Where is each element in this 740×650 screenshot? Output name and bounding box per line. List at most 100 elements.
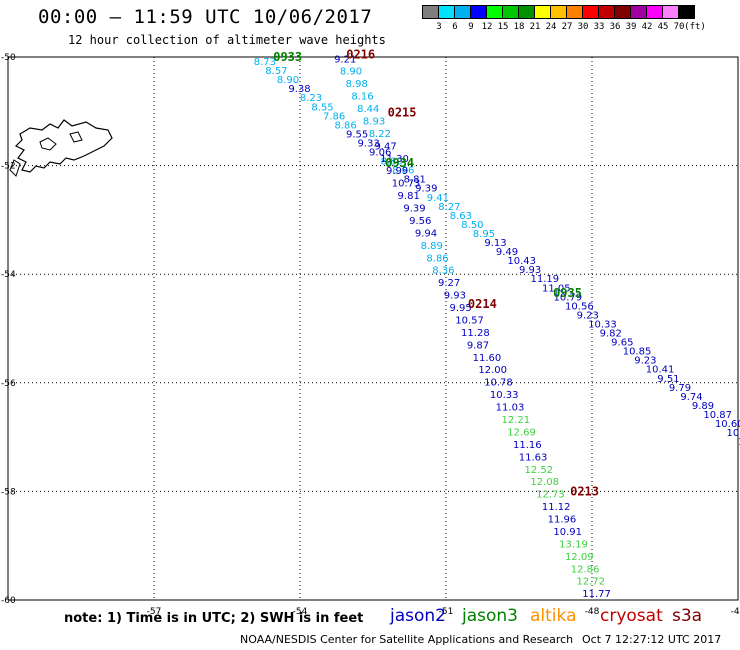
color-scale-bar bbox=[422, 5, 695, 19]
wave-height-value: 8.98 bbox=[346, 79, 368, 90]
wave-height-value: 11.96 bbox=[548, 515, 577, 526]
wave-height-value: 10.41 bbox=[646, 365, 675, 376]
wave-height-value: 11.30 bbox=[380, 154, 409, 165]
longitude-tick-label: -48 bbox=[585, 607, 600, 617]
wave-height-value: 9.81 bbox=[398, 191, 420, 202]
color-scale-label: 27 bbox=[561, 22, 573, 32]
credit-text: NOAA/NESDIS Center for Satellite Applica… bbox=[240, 633, 574, 646]
wave-height-value: 8.22 bbox=[369, 129, 391, 140]
wave-height-value: 9.79 bbox=[669, 383, 691, 394]
wave-height-value: 10.7 bbox=[738, 437, 740, 448]
island-outline bbox=[69, 131, 83, 143]
legend-jason2: jason2 bbox=[390, 606, 446, 626]
wave-height-value: 8.95 bbox=[473, 229, 495, 240]
wave-height-value: 11.63 bbox=[519, 452, 548, 463]
color-swatch-16 bbox=[678, 5, 695, 19]
wave-height-value: 10.73 bbox=[392, 179, 421, 190]
wave-height-value: 11.77 bbox=[582, 589, 611, 600]
latitude-tick-label: -54 bbox=[1, 270, 16, 280]
wave-height-value: 7.86 bbox=[323, 111, 345, 122]
latitude-tick-label: -56 bbox=[1, 379, 16, 389]
latitude-tick-label: -52 bbox=[1, 162, 16, 172]
page-subtitle: 12 hour collection of altimeter wave hei… bbox=[68, 33, 386, 47]
wave-height-value: 12.00 bbox=[478, 365, 507, 376]
color-scale-label: 12 bbox=[481, 22, 493, 32]
wave-height-value: 9.39 bbox=[415, 184, 437, 195]
wave-height-value: 9.55 bbox=[346, 129, 368, 140]
color-scale-unit: (ft) bbox=[684, 22, 706, 32]
wave-height-value: 11.16 bbox=[513, 440, 542, 451]
wave-height-value: 9.93 bbox=[519, 265, 541, 276]
wave-height-value: 12.73 bbox=[536, 490, 565, 501]
wave-height-value: 12.08 bbox=[530, 477, 559, 488]
color-scale-label: 42 bbox=[641, 22, 653, 32]
wave-height-value: 9.21 bbox=[334, 54, 356, 65]
wave-height-value: 8.89 bbox=[421, 241, 443, 252]
wave-height-value: 10.60 bbox=[715, 419, 740, 430]
pass-time-label: 0214 bbox=[468, 297, 497, 311]
wave-height-value: 8.86 bbox=[334, 120, 356, 131]
map-frame bbox=[7, 56, 739, 601]
legend-jason3: jason3 bbox=[462, 606, 518, 626]
wave-height-value: 9.47 bbox=[374, 141, 396, 152]
wave-height-value: 11.60 bbox=[473, 353, 502, 364]
color-scale-label: 9 bbox=[468, 22, 474, 32]
wave-height-value: 9.27 bbox=[438, 278, 460, 289]
wave-height-value: 8.86 bbox=[392, 166, 414, 177]
wave-height-value: 9.49 bbox=[496, 247, 518, 258]
legend-altika: altika bbox=[530, 606, 577, 626]
color-scale-label: 24 bbox=[545, 22, 557, 32]
wave-height-value: 10.57 bbox=[455, 315, 484, 326]
wave-height-value: 8.57 bbox=[265, 66, 287, 77]
latitude-tick-label: -50 bbox=[1, 53, 16, 63]
wave-height-value: 9.89 bbox=[692, 401, 714, 412]
pass-time-label: 0933 bbox=[273, 50, 302, 64]
wave-height-value: 11.19 bbox=[530, 274, 559, 285]
pass-time-label: 0216 bbox=[346, 47, 375, 61]
pass-time-label: 0935 bbox=[553, 286, 582, 300]
color-scale-label: 15 bbox=[497, 22, 509, 32]
wave-height-value: 8.27 bbox=[438, 202, 460, 213]
wave-height-value: 8.73 bbox=[254, 57, 276, 68]
wave-height-value: 9.39 bbox=[403, 204, 425, 215]
wave-height-value: 8.81 bbox=[404, 175, 426, 186]
longitude-tick-label: -54 bbox=[293, 607, 308, 617]
wave-height-value: 9.87 bbox=[467, 340, 489, 351]
wave-height-value: 9.74 bbox=[680, 392, 702, 403]
legend-cryosat: cryosat bbox=[600, 606, 663, 626]
wave-height-value: 10.56 bbox=[565, 301, 594, 312]
color-scale-labels: 3 6 9 12 15 18 21 24 27 30 33 36 39 42 45 70 (ft) bbox=[422, 22, 740, 36]
color-scale-label: 3 bbox=[436, 22, 442, 32]
latitude-tick-label: -58 bbox=[1, 487, 16, 497]
longitude-tick-label: -57 bbox=[147, 607, 162, 617]
island-outline bbox=[9, 159, 21, 177]
color-scale-label: 33 bbox=[593, 22, 605, 32]
wave-height-value: 9.65 bbox=[611, 338, 633, 349]
pass-time-label: 0213 bbox=[570, 484, 599, 498]
wave-height-value: 8.80 bbox=[381, 157, 403, 168]
wave-height-value: 10.79 bbox=[554, 292, 583, 303]
wave-height-value: 9.93 bbox=[444, 291, 466, 302]
color-scale-label: 30 bbox=[577, 22, 589, 32]
wave-height-value: 12.21 bbox=[501, 415, 530, 426]
generated-timestamp: Oct 7 12:27:12 UTC 2017 bbox=[582, 633, 722, 646]
wave-height-value: 10.33 bbox=[490, 390, 519, 401]
wave-height-value: 8.90 bbox=[277, 75, 299, 86]
wave-height-value: 8.23 bbox=[300, 93, 322, 104]
wave-height-value: 8.44 bbox=[357, 104, 379, 115]
color-scale-label: 18 bbox=[513, 22, 525, 32]
wave-height-value: 9.33 bbox=[358, 138, 380, 149]
island-outline bbox=[39, 137, 57, 151]
footer-note: note: 1) Time is in UTC; 2) SWH is in fe… bbox=[64, 611, 364, 626]
wave-height-value: 12.69 bbox=[507, 427, 536, 438]
wave-height-value: 9.41 bbox=[427, 193, 449, 204]
wave-height-value: 9.23 bbox=[577, 310, 599, 321]
island-outline bbox=[14, 119, 113, 173]
wave-height-value: 9.94 bbox=[415, 228, 437, 239]
wave-height-value: 11.12 bbox=[542, 502, 571, 513]
longitude-tick-label: -45 bbox=[731, 607, 740, 617]
wave-height-value: 8.86 bbox=[426, 253, 448, 264]
wave-height-value: 8.16 bbox=[351, 92, 373, 103]
wave-height-value: 8.93 bbox=[363, 116, 385, 127]
